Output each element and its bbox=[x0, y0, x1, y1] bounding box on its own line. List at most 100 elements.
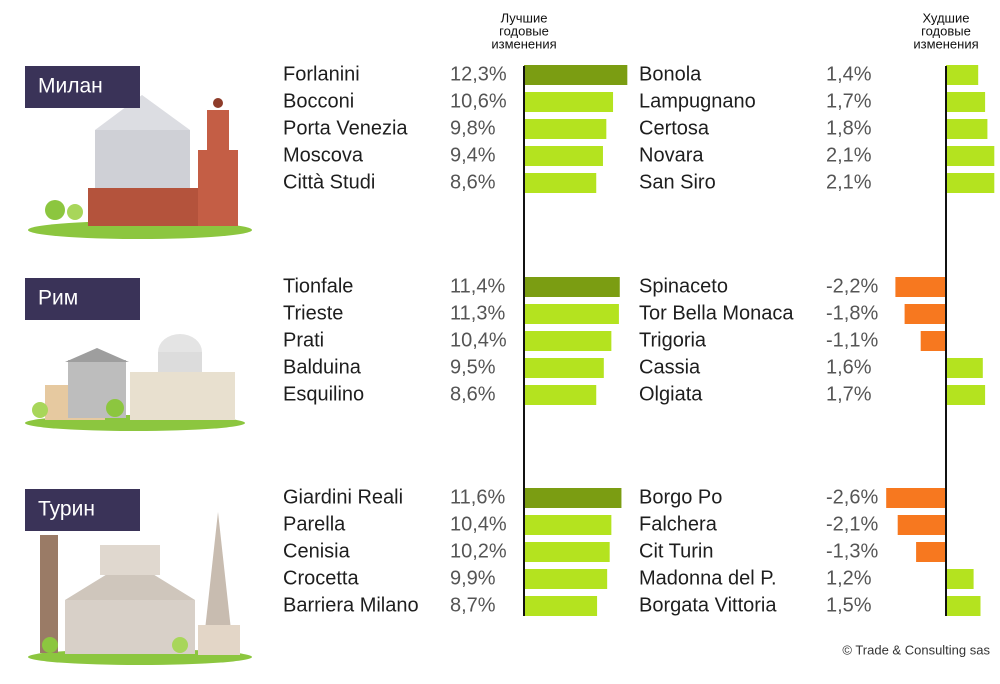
column-header: изменения bbox=[913, 36, 978, 51]
value-label: 10,6% bbox=[450, 90, 507, 112]
district-name: Esquilino bbox=[283, 383, 364, 405]
district-name: Parella bbox=[283, 513, 346, 535]
city-label-box bbox=[25, 278, 140, 320]
value-label: 2,1% bbox=[826, 144, 872, 166]
value-label: 1,2% bbox=[826, 567, 872, 589]
column-header: изменения bbox=[491, 36, 556, 51]
bar bbox=[916, 542, 946, 562]
column-header: годовые bbox=[921, 23, 971, 38]
bar bbox=[524, 385, 597, 405]
value-label: 9,8% bbox=[450, 117, 496, 139]
bar bbox=[895, 277, 946, 297]
bar bbox=[524, 515, 612, 535]
value-label: -2,2% bbox=[826, 275, 878, 297]
district-name: Falchera bbox=[639, 513, 718, 535]
value-label: 12,3% bbox=[450, 63, 507, 85]
city-label: Турин bbox=[38, 498, 95, 521]
column-header: годовые bbox=[499, 23, 549, 38]
bar bbox=[524, 119, 607, 139]
bar bbox=[946, 358, 983, 378]
value-label: 2,1% bbox=[826, 171, 872, 193]
bar bbox=[524, 277, 620, 297]
district-name: Giardini Reali bbox=[283, 486, 403, 508]
value-label: -2,6% bbox=[826, 486, 878, 508]
value-label: 9,4% bbox=[450, 144, 496, 166]
district-name: Cassia bbox=[639, 356, 701, 378]
value-label: 8,6% bbox=[450, 383, 496, 405]
value-label: -1,3% bbox=[826, 540, 878, 562]
value-label: 1,6% bbox=[826, 356, 872, 378]
bar bbox=[904, 304, 946, 324]
value-label: 11,6% bbox=[450, 486, 505, 508]
bar bbox=[524, 569, 608, 589]
rome-illustration bbox=[25, 334, 245, 431]
district-name: Borgata Vittoria bbox=[639, 594, 777, 616]
value-label: 10,4% bbox=[450, 329, 507, 351]
value-label: 8,6% bbox=[450, 171, 496, 193]
bar bbox=[946, 92, 986, 112]
district-name: Lampugnano bbox=[639, 90, 756, 112]
city-label-box bbox=[25, 489, 140, 531]
district-name: Borgo Po bbox=[639, 486, 722, 508]
bar bbox=[524, 596, 598, 616]
district-name: Tor Bella Monaca bbox=[639, 302, 794, 324]
value-label: 10,4% bbox=[450, 513, 507, 535]
bar bbox=[946, 385, 986, 405]
column-header: Худшие bbox=[923, 10, 970, 25]
district-name: Bocconi bbox=[283, 90, 354, 112]
district-name: Barriera Milano bbox=[283, 594, 419, 616]
district-name: Crocetta bbox=[283, 567, 359, 589]
city-label: Милан bbox=[38, 75, 103, 98]
value-label: 9,5% bbox=[450, 356, 496, 378]
bar bbox=[946, 119, 988, 139]
district-name: Porta Venezia bbox=[283, 117, 408, 139]
bar bbox=[946, 65, 979, 85]
district-name: Moscova bbox=[283, 144, 364, 166]
bar bbox=[946, 146, 995, 166]
bar bbox=[897, 515, 946, 535]
district-name: San Siro bbox=[639, 171, 716, 193]
value-label: 11,4% bbox=[450, 275, 505, 297]
district-name: Cit Turin bbox=[639, 540, 713, 562]
district-name: Spinaceto bbox=[639, 275, 728, 297]
district-name: Trigoria bbox=[639, 329, 707, 351]
value-label: -1,1% bbox=[826, 329, 878, 351]
value-label: 1,7% bbox=[826, 383, 872, 405]
bar bbox=[946, 596, 981, 616]
bar bbox=[524, 358, 604, 378]
bar bbox=[524, 542, 610, 562]
credit: © Trade & Consulting sas bbox=[842, 642, 990, 657]
value-label: 11,3% bbox=[450, 302, 505, 324]
district-name: Novara bbox=[639, 144, 704, 166]
bar bbox=[946, 569, 974, 589]
district-name: Madonna del P. bbox=[639, 567, 777, 589]
milan-illustration bbox=[28, 95, 252, 239]
value-label: 1,4% bbox=[826, 63, 872, 85]
district-name: Cenisia bbox=[283, 540, 351, 562]
bar bbox=[524, 488, 622, 508]
turin-illustration bbox=[28, 512, 252, 665]
district-name: Forlanini bbox=[283, 63, 360, 85]
district-name: Olgiata bbox=[639, 383, 703, 405]
district-name: Bonola bbox=[639, 63, 702, 85]
bar bbox=[524, 173, 597, 193]
district-name: Certosa bbox=[639, 117, 710, 139]
district-name: Prati bbox=[283, 329, 324, 351]
value-label: 10,2% bbox=[450, 540, 507, 562]
value-label: -2,1% bbox=[826, 513, 878, 535]
bar bbox=[920, 331, 946, 351]
bar bbox=[524, 65, 628, 85]
bar bbox=[524, 304, 619, 324]
bar bbox=[946, 173, 995, 193]
value-label: -1,8% bbox=[826, 302, 878, 324]
city-label-box bbox=[25, 66, 140, 108]
bar bbox=[524, 146, 603, 166]
district-name: Balduina bbox=[283, 356, 362, 378]
district-name: Trieste bbox=[283, 302, 343, 324]
bar bbox=[524, 92, 614, 112]
bar bbox=[886, 488, 946, 508]
bar bbox=[524, 331, 612, 351]
value-label: 8,7% bbox=[450, 594, 496, 616]
district-name: Città Studi bbox=[283, 171, 375, 193]
